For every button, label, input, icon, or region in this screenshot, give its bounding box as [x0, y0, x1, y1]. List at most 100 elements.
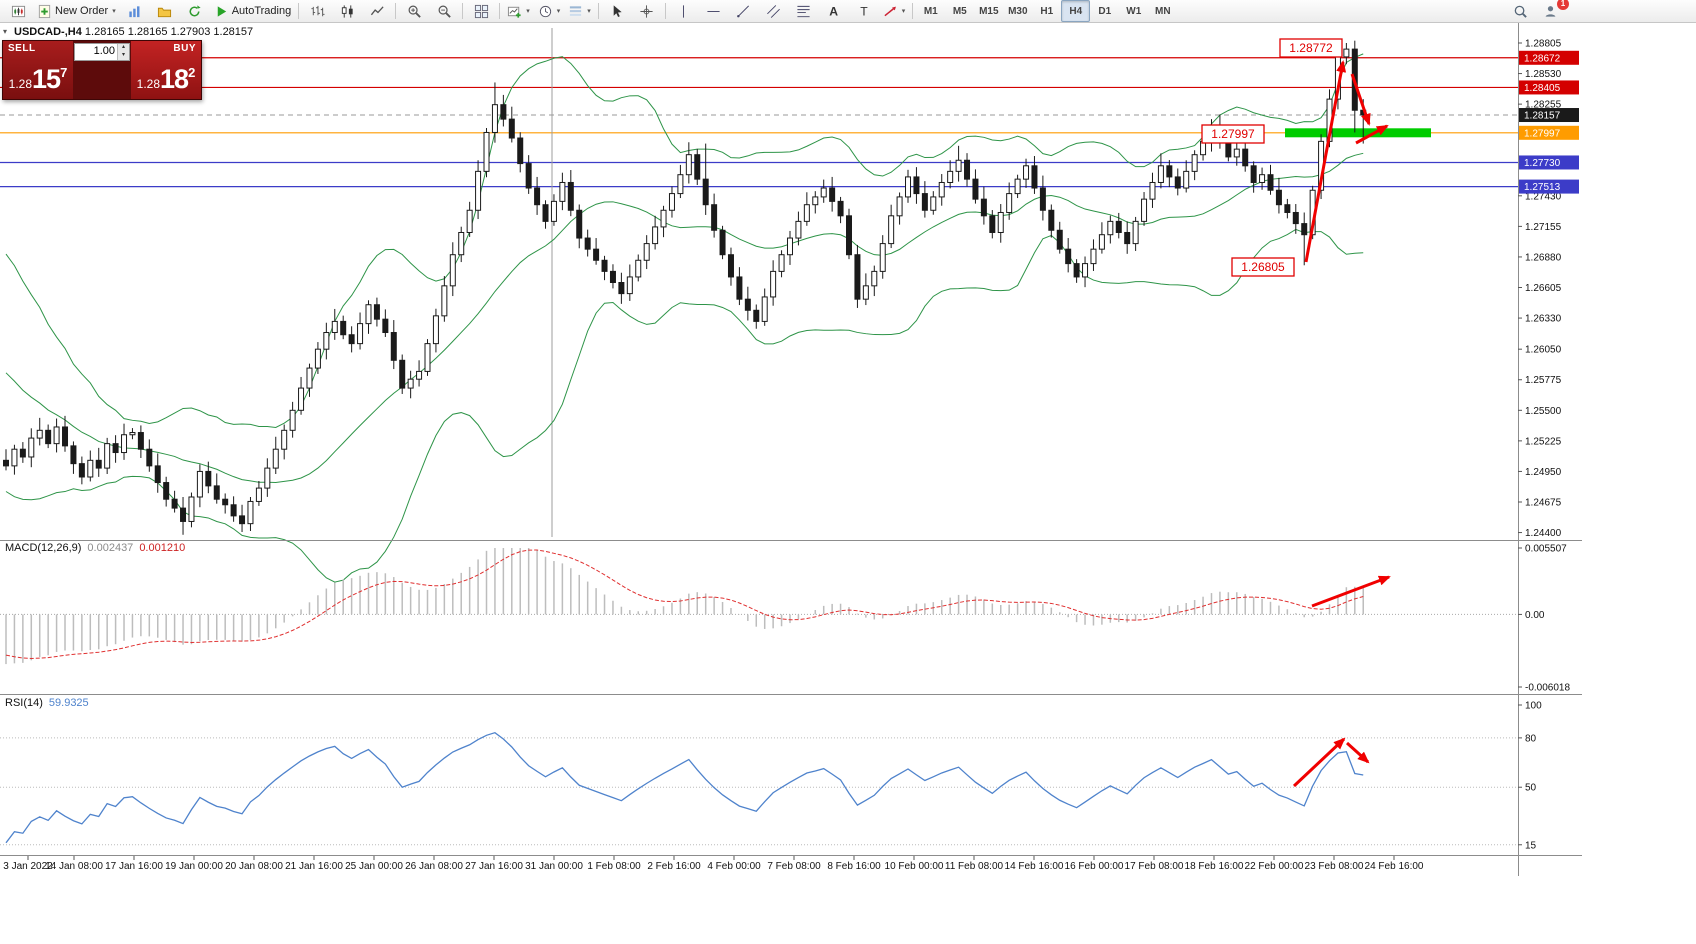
svg-text:19 Jan 00:00: 19 Jan 00:00: [165, 861, 223, 872]
red-arrow: [1345, 741, 1370, 764]
red-arrow: [1355, 124, 1389, 145]
labelT-icon: T: [856, 4, 871, 19]
buy-button[interactable]: BUY 1.28182: [131, 41, 201, 99]
price-callouts[interactable]: 1.28772 1.27997 1.26805: [1201, 38, 1343, 277]
svg-text:21 Jan 16:00: 21 Jan 16:00: [285, 861, 343, 872]
fibonacci-button[interactable]: [789, 0, 819, 22]
support-zone-rectangle[interactable]: [1285, 128, 1431, 138]
neworder-icon: [37, 4, 52, 19]
timeframe-m15[interactable]: M15: [979, 5, 999, 17]
timeframe-m5[interactable]: M5: [952, 5, 967, 17]
svg-text:31 Jan 00:00: 31 Jan 00:00: [525, 861, 583, 872]
price-axis[interactable]: 1.28805 1.28530 1.28255 1.27430 1.27155 1.268…: [1518, 39, 1579, 852]
svg-text:10 Feb 00:00: 10 Feb 00:00: [885, 861, 944, 872]
timeframe-m30[interactable]: M30: [1008, 5, 1028, 17]
search-button[interactable]: [1505, 0, 1535, 22]
ask-price: 1.28182: [131, 64, 201, 95]
crosshair-button[interactable]: [632, 0, 662, 22]
one-click-trading-panel: SELL 1.28157 1.00 ▴ ▾ BUY 1.28182: [2, 40, 202, 100]
zoom-out-button[interactable]: [429, 0, 459, 22]
one-click-panel-toggle[interactable]: ▾: [3, 27, 8, 36]
toolbar-separator: [912, 3, 914, 19]
refresh-button[interactable]: [180, 0, 210, 22]
trendline-button[interactable]: [729, 0, 759, 22]
price-callout-box: [1231, 257, 1295, 277]
chart-bars-button[interactable]: [302, 0, 332, 22]
svg-text:14 Jan 08:00: 14 Jan 08:00: [45, 861, 103, 872]
svg-text:0.00: 0.00: [1525, 610, 1545, 621]
timeframe-h4[interactable]: H4: [1061, 0, 1091, 22]
arrowtool-icon: [883, 4, 898, 19]
svg-text:20 Jan 08:00: 20 Jan 08:00: [225, 861, 283, 872]
volume-input[interactable]: 1.00 ▴ ▾: [74, 43, 130, 61]
chart-ohlc-header: USDCAD-,H4 1.28165 1.28165 1.27903 1.281…: [14, 26, 253, 38]
chart-line-button[interactable]: [362, 0, 392, 22]
profiles-button[interactable]: [150, 0, 180, 22]
new-order-button[interactable]: New Order ▾: [33, 0, 120, 22]
autotrading-button[interactable]: AutoTrading: [210, 0, 296, 22]
svg-text:24 Feb 16:00: 24 Feb 16:00: [1365, 861, 1424, 872]
bid-sup: 7: [60, 65, 68, 80]
svg-text:1.27997: 1.27997: [1211, 127, 1255, 141]
label-button[interactable]: T: [849, 0, 879, 22]
vertical-line-button[interactable]: [669, 0, 699, 22]
cursor-button[interactable]: [602, 0, 632, 22]
horizontal-level-lines[interactable]: [0, 57, 1518, 188]
chart-candles-button[interactable]: [332, 0, 362, 22]
svg-text:23 Feb 08:00: 23 Feb 08:00: [1305, 861, 1364, 872]
svg-text:11 Feb 08:00: 11 Feb 08:00: [945, 861, 1004, 872]
dropdown-arrow-icon: ▾: [526, 8, 530, 15]
svg-text:1.24400: 1.24400: [1525, 528, 1562, 539]
templates-button[interactable]: ▾: [564, 0, 595, 22]
channel-button[interactable]: [759, 0, 789, 22]
ohlc-close: 1.28157: [213, 26, 254, 38]
text-button[interactable]: A: [819, 0, 849, 22]
macd-indicator-header: MACD(12,26,9) 0.002437 0.001210: [5, 542, 185, 554]
chart-window-button[interactable]: [3, 0, 33, 22]
cursor-icon: [609, 4, 624, 19]
volume-up-button[interactable]: ▴: [118, 44, 129, 52]
refresh-icon: [187, 4, 202, 19]
rsi-indicator-header: RSI(14) 59.9325: [5, 697, 89, 709]
svg-text:22 Feb 00:00: 22 Feb 00:00: [1245, 861, 1304, 872]
ask-prefix: 1.28: [136, 77, 161, 91]
periods-button[interactable]: ▾: [534, 0, 565, 22]
charts-button[interactable]: [120, 0, 150, 22]
tile-windows-button[interactable]: [466, 0, 496, 22]
svg-text:16 Feb 00:00: 16 Feb 00:00: [1065, 861, 1124, 872]
rsi-line: [5, 731, 1364, 844]
sell-button[interactable]: SELL 1.28157: [3, 41, 73, 99]
svg-text:4 Feb 00:00: 4 Feb 00:00: [707, 861, 761, 872]
chart-symbol-period: USDCAD-,H4: [14, 26, 82, 38]
template-icon: [568, 4, 583, 19]
price-tag: [1519, 125, 1579, 140]
barchart2-icon: [127, 4, 142, 19]
zoomin-icon: [407, 4, 422, 19]
svg-text:-0.006018: -0.006018: [1525, 683, 1570, 694]
trend-arrows[interactable]: [1292, 60, 1391, 788]
svg-text:1.26880: 1.26880: [1525, 252, 1562, 263]
arrows-button[interactable]: ▾: [879, 0, 910, 22]
new-chart-button[interactable]: ▾: [503, 0, 534, 22]
svg-text:1.26050: 1.26050: [1525, 345, 1562, 356]
profile-button[interactable]: 1: [1535, 0, 1569, 22]
zoom-in-button[interactable]: [399, 0, 429, 22]
timeframe-m1[interactable]: M1: [923, 5, 938, 17]
svg-text:100: 100: [1525, 701, 1542, 712]
svg-text:1.26330: 1.26330: [1525, 314, 1562, 325]
volume-area: 1.00 ▴ ▾: [73, 41, 131, 99]
timeframe-h1[interactable]: H1: [1040, 5, 1054, 17]
channel-icon: [766, 4, 781, 19]
ohlc-open: 1.28165: [84, 26, 125, 38]
horizontal-line-button[interactable]: [699, 0, 729, 22]
price-callout-box: [1201, 124, 1265, 144]
timeframe-d1[interactable]: D1: [1098, 5, 1112, 17]
timeframe-w1[interactable]: W1: [1126, 5, 1142, 17]
toolbar-separator: [462, 3, 464, 19]
timeframe-mn[interactable]: MN: [1155, 5, 1171, 17]
volume-down-button[interactable]: ▾: [118, 52, 129, 60]
svg-text:1.28255: 1.28255: [1525, 100, 1562, 111]
